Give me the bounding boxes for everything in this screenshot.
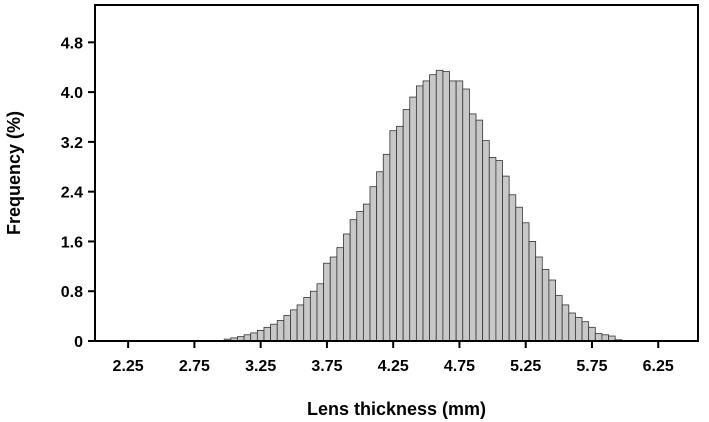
histogram-bar: [568, 312, 576, 342]
y-tick-label: 3.2: [61, 135, 83, 152]
histogram-bar: [528, 241, 537, 342]
histogram-bar: [455, 80, 464, 342]
y-tick-label: 2.4: [61, 185, 83, 202]
y-axis-title: Frequency (%): [4, 111, 24, 235]
histogram-bar: [316, 283, 325, 342]
histogram-bars: [223, 69, 623, 342]
histogram-bar: [429, 74, 437, 342]
histogram-bar: [449, 80, 457, 342]
histogram-bar: [290, 309, 298, 342]
histogram-bar: [343, 233, 351, 342]
histogram-bar: [468, 113, 477, 342]
x-tick-label: 4.25: [378, 358, 409, 375]
histogram-bar: [515, 206, 523, 342]
histogram-bar: [541, 269, 550, 342]
histogram-bar: [309, 290, 318, 342]
histogram-bar: [296, 304, 305, 342]
histogram-bar: [396, 125, 404, 342]
x-tick-label: 3.75: [311, 358, 342, 375]
histogram-bar: [329, 256, 338, 342]
histogram-bar: [303, 297, 311, 342]
x-axis-title: Lens thickness (mm): [307, 399, 486, 419]
histogram-bar: [336, 247, 344, 342]
histogram-bar: [502, 175, 510, 342]
histogram-bar: [588, 326, 596, 342]
histogram-bar: [270, 323, 278, 342]
histogram-bar: [475, 119, 484, 342]
x-tick-label: 2.75: [179, 358, 210, 375]
histogram-bar: [488, 157, 497, 342]
histogram-bar: [362, 203, 371, 342]
histogram-bar: [250, 332, 258, 342]
histogram-bar: [382, 153, 391, 342]
y-tick-label: 4.8: [61, 35, 83, 52]
histogram-bar: [283, 315, 291, 342]
histogram-bar: [555, 295, 563, 342]
histogram-bar: [495, 160, 503, 342]
histogram-bar: [581, 321, 590, 342]
x-tick-label: 2.25: [113, 358, 144, 375]
histogram-bar: [402, 109, 411, 342]
histogram-bar: [508, 194, 517, 342]
y-tick-label: 0: [74, 334, 83, 351]
histogram-bar: [594, 333, 603, 342]
histogram-bar: [376, 171, 384, 342]
x-tick-label: 5.75: [576, 358, 607, 375]
histogram-bar: [276, 320, 285, 342]
histogram-bar: [535, 256, 543, 342]
x-tick-label: 6.25: [643, 358, 674, 375]
x-axis-ticks: 2.25 2.75 3.25 3.75 4.25 4.75 5.25 5.75 6.25: [113, 341, 674, 375]
histogram-bar: [435, 69, 444, 342]
x-tick-label: 5.25: [510, 358, 541, 375]
histogram-bar: [422, 80, 431, 342]
histogram-bar: [575, 316, 583, 342]
histogram-bar: [256, 330, 265, 342]
histogram-bar: [263, 326, 272, 342]
histogram-bar: [522, 222, 530, 342]
histogram-bar: [561, 304, 570, 342]
x-tick-label: 4.75: [444, 358, 475, 375]
y-tick-label: 1.6: [61, 234, 83, 251]
histogram-bar: [462, 88, 470, 342]
y-tick-label: 4.0: [61, 85, 83, 102]
histogram-bar: [442, 71, 450, 342]
histogram-bar: [409, 96, 417, 342]
y-tick-label: 0.8: [61, 284, 83, 301]
histogram-bar: [415, 85, 424, 342]
histogram-bar: [482, 140, 490, 342]
plot-frame: [94, 4, 699, 342]
histogram-bar: [356, 211, 364, 342]
histogram-bar: [323, 262, 331, 342]
y-axis-ticks: 0 0.8 1.6 2.4 3.2 4.0 4.8: [61, 35, 95, 351]
histogram-bar: [349, 219, 358, 342]
x-tick-label: 3.25: [245, 358, 276, 375]
histogram-bar: [369, 186, 378, 342]
histogram-bar: [389, 130, 397, 342]
histogram-bar: [548, 279, 556, 342]
